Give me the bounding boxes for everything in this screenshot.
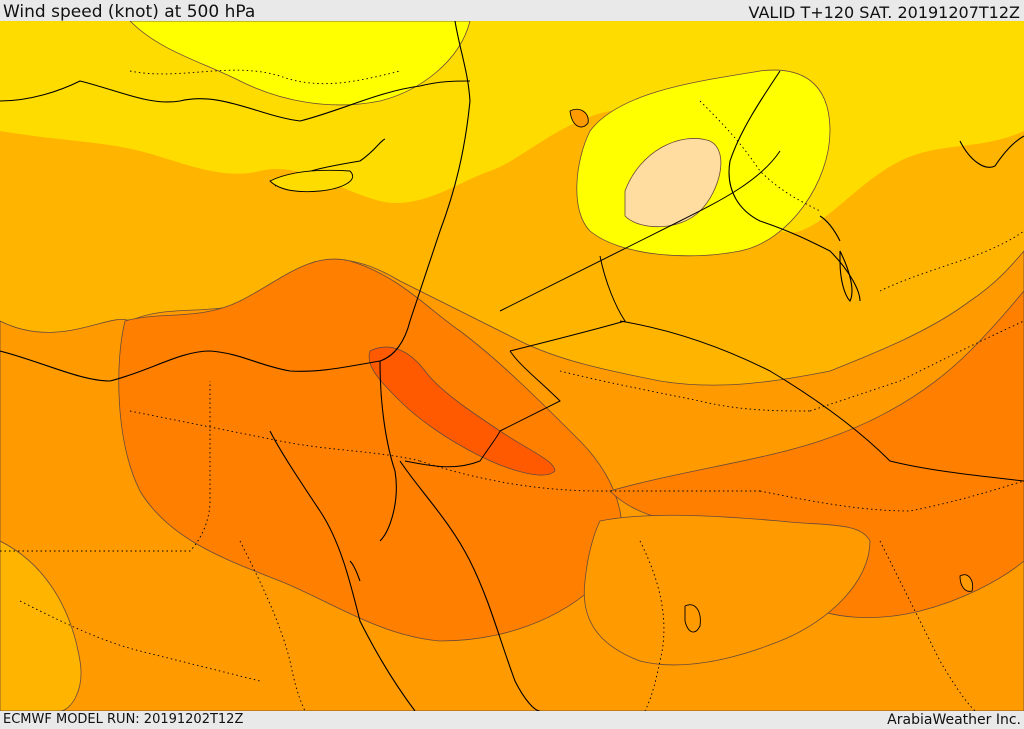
wind-speed-map [0, 21, 1024, 711]
contour-pocket-sw [0, 540, 82, 711]
map-area [0, 21, 1024, 711]
map-title: Wind speed (knot) at 500 hPa [3, 2, 256, 22]
model-run: ECMWF MODEL RUN: 20191202T12Z [3, 712, 244, 727]
footer-bar: ECMWF MODEL RUN: 20191202T12Z ArabiaWeat… [0, 711, 1024, 729]
lakes [569, 108, 974, 633]
header-bar: Wind speed (knot) at 500 hPa VALID T+120… [0, 0, 1024, 22]
admin-borders [0, 69, 1024, 711]
coastlines [0, 21, 1024, 711]
valid-time: VALID T+120 SAT. 20191207T12Z [748, 3, 1020, 22]
borders [404, 150, 1024, 482]
islands [269, 169, 353, 193]
contour-jet-core [368, 346, 556, 476]
contour-core-peak [624, 138, 722, 228]
contour-yellow-nw [129, 21, 471, 106]
credit: ArabiaWeather Inc. [887, 712, 1021, 728]
contour-pocket-south [583, 514, 871, 666]
